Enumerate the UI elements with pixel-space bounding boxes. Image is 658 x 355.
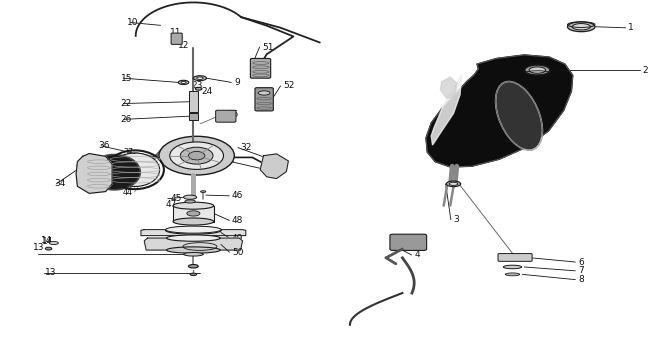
Ellipse shape	[201, 191, 206, 192]
Text: 23: 23	[191, 81, 203, 90]
Text: 12: 12	[178, 41, 190, 50]
Ellipse shape	[496, 82, 542, 150]
Text: 11: 11	[170, 28, 182, 37]
Text: 9: 9	[234, 78, 240, 87]
Polygon shape	[76, 154, 112, 193]
Text: 47: 47	[165, 200, 176, 209]
Text: 41: 41	[123, 171, 133, 180]
Ellipse shape	[572, 23, 590, 30]
Text: 6: 6	[578, 257, 584, 267]
Text: 2: 2	[642, 66, 648, 75]
Ellipse shape	[525, 65, 550, 75]
Ellipse shape	[188, 152, 205, 160]
Polygon shape	[426, 55, 572, 167]
Ellipse shape	[170, 142, 224, 169]
Text: 34: 34	[54, 179, 65, 189]
Ellipse shape	[187, 211, 200, 216]
Text: 48: 48	[232, 216, 243, 225]
Ellipse shape	[529, 67, 545, 73]
FancyBboxPatch shape	[498, 253, 532, 261]
Text: 45: 45	[170, 194, 182, 203]
Ellipse shape	[166, 226, 221, 233]
Ellipse shape	[159, 136, 234, 175]
Polygon shape	[431, 75, 461, 145]
Ellipse shape	[258, 91, 270, 95]
Ellipse shape	[449, 182, 458, 185]
Text: 31: 31	[223, 155, 234, 164]
Ellipse shape	[111, 153, 160, 186]
Polygon shape	[260, 154, 288, 179]
Bar	[173, 206, 214, 222]
Ellipse shape	[505, 273, 520, 276]
Text: 14: 14	[42, 237, 53, 246]
Ellipse shape	[49, 241, 59, 245]
Ellipse shape	[184, 195, 197, 200]
FancyBboxPatch shape	[255, 88, 273, 111]
FancyBboxPatch shape	[216, 110, 236, 122]
Ellipse shape	[178, 80, 189, 84]
Polygon shape	[440, 77, 457, 98]
Text: 25: 25	[228, 110, 239, 119]
Ellipse shape	[166, 226, 221, 234]
Ellipse shape	[166, 235, 220, 241]
Text: 3: 3	[453, 215, 459, 224]
Text: 39: 39	[123, 160, 133, 169]
Ellipse shape	[184, 252, 203, 256]
Text: 22: 22	[120, 99, 132, 108]
Ellipse shape	[180, 147, 213, 164]
Text: 13: 13	[45, 268, 57, 277]
Ellipse shape	[181, 81, 186, 83]
Text: 44: 44	[123, 188, 133, 197]
Ellipse shape	[195, 87, 202, 90]
Text: 14: 14	[41, 236, 52, 245]
Text: 46: 46	[232, 191, 243, 200]
Text: 43: 43	[123, 183, 133, 192]
Ellipse shape	[193, 76, 207, 81]
Ellipse shape	[567, 22, 595, 32]
Text: 51: 51	[262, 43, 274, 52]
Ellipse shape	[173, 218, 214, 225]
Text: 26: 26	[120, 115, 132, 124]
Text: 52: 52	[283, 81, 295, 91]
Bar	[189, 113, 198, 120]
Ellipse shape	[503, 265, 522, 269]
Text: 7: 7	[578, 266, 584, 275]
Text: 32: 32	[241, 143, 252, 152]
Text: 4: 4	[414, 251, 420, 260]
Ellipse shape	[446, 181, 461, 187]
FancyBboxPatch shape	[390, 234, 426, 250]
Ellipse shape	[166, 247, 220, 253]
Text: 15: 15	[120, 74, 132, 83]
Polygon shape	[144, 238, 243, 250]
Ellipse shape	[188, 264, 198, 268]
Text: 13: 13	[33, 244, 44, 252]
Text: 36: 36	[98, 141, 110, 150]
Ellipse shape	[185, 200, 195, 203]
Ellipse shape	[88, 155, 140, 190]
FancyBboxPatch shape	[251, 59, 270, 78]
Bar	[189, 91, 198, 112]
FancyBboxPatch shape	[171, 33, 182, 44]
Text: 37: 37	[123, 148, 133, 157]
Text: 24: 24	[201, 87, 213, 97]
Text: 1: 1	[628, 23, 634, 32]
Ellipse shape	[45, 247, 52, 250]
Text: 38: 38	[123, 154, 133, 163]
Text: 42: 42	[123, 177, 133, 186]
Ellipse shape	[197, 77, 203, 80]
Text: 50: 50	[232, 248, 243, 257]
Ellipse shape	[190, 273, 197, 275]
Text: 40: 40	[123, 165, 133, 174]
Polygon shape	[141, 230, 246, 236]
Text: 49: 49	[232, 234, 243, 242]
Text: 8: 8	[578, 275, 584, 284]
Ellipse shape	[173, 202, 214, 209]
Text: 10: 10	[127, 18, 139, 27]
Text: 35: 35	[75, 165, 86, 174]
